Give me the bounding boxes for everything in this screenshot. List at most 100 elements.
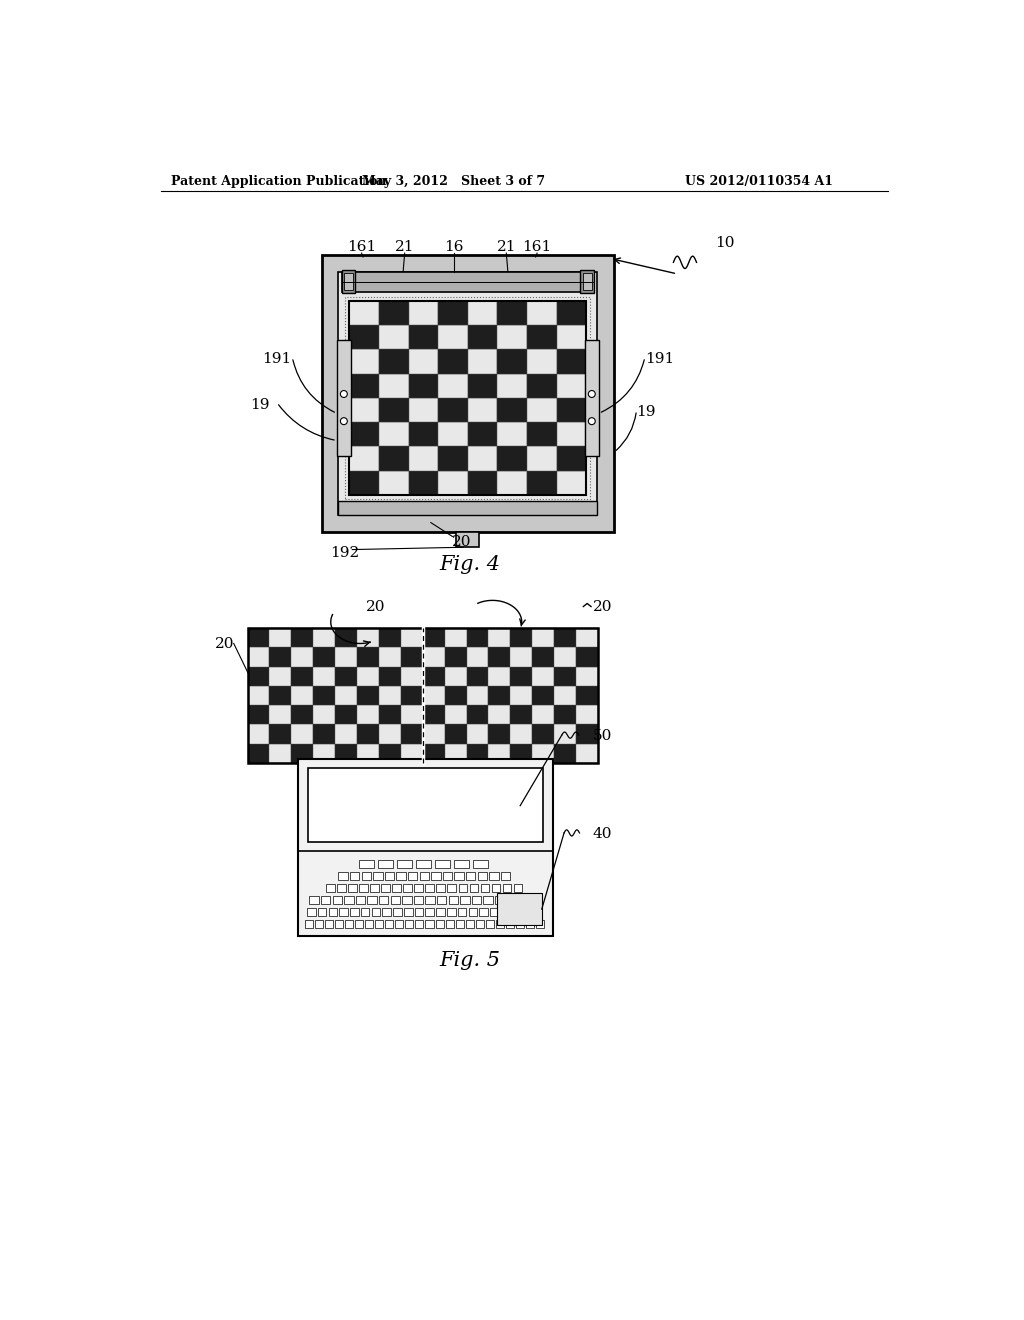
Bar bbox=[322, 255, 614, 532]
Bar bbox=[438, 397, 468, 422]
Bar bbox=[554, 743, 577, 763]
Bar bbox=[335, 647, 357, 667]
Bar bbox=[379, 471, 409, 495]
Bar bbox=[409, 397, 438, 422]
Bar bbox=[488, 686, 510, 705]
Bar bbox=[431, 871, 440, 880]
Bar bbox=[467, 686, 488, 705]
Bar bbox=[379, 350, 409, 374]
Bar bbox=[269, 667, 292, 686]
Bar bbox=[379, 325, 409, 350]
Bar bbox=[510, 705, 532, 725]
Bar bbox=[507, 896, 516, 904]
Text: 191: 191 bbox=[262, 351, 292, 366]
Bar bbox=[378, 859, 393, 867]
Bar bbox=[577, 686, 598, 705]
Bar bbox=[333, 896, 342, 904]
Bar bbox=[438, 471, 468, 495]
Bar bbox=[373, 871, 383, 880]
Bar bbox=[438, 446, 468, 471]
Bar bbox=[420, 871, 429, 880]
Bar bbox=[498, 301, 527, 325]
Bar bbox=[455, 871, 464, 880]
Text: 21: 21 bbox=[395, 240, 415, 253]
Bar bbox=[409, 471, 438, 495]
Bar bbox=[423, 743, 444, 763]
Bar bbox=[498, 374, 527, 397]
Bar bbox=[350, 871, 359, 880]
Bar bbox=[269, 628, 292, 647]
Bar bbox=[557, 446, 587, 471]
Bar bbox=[248, 686, 269, 705]
Bar bbox=[349, 471, 379, 495]
Bar bbox=[557, 325, 587, 350]
Bar bbox=[467, 725, 488, 743]
Bar bbox=[379, 686, 400, 705]
Bar bbox=[335, 667, 357, 686]
Bar bbox=[436, 884, 445, 892]
Bar bbox=[393, 908, 401, 916]
Bar bbox=[379, 446, 409, 471]
Bar bbox=[309, 896, 318, 904]
Bar bbox=[337, 884, 346, 892]
Bar bbox=[495, 896, 505, 904]
Text: 161: 161 bbox=[522, 240, 552, 253]
Bar bbox=[577, 743, 598, 763]
Bar bbox=[379, 628, 400, 647]
Bar bbox=[397, 859, 413, 867]
Bar bbox=[298, 759, 553, 936]
Text: 20: 20 bbox=[215, 636, 234, 651]
Bar bbox=[335, 725, 357, 743]
Bar bbox=[467, 628, 488, 647]
Bar bbox=[335, 628, 357, 647]
Bar bbox=[557, 301, 587, 325]
Bar bbox=[379, 397, 409, 422]
Bar bbox=[349, 301, 587, 495]
Bar bbox=[396, 871, 406, 880]
Bar bbox=[338, 871, 348, 880]
Bar bbox=[444, 628, 467, 647]
Bar bbox=[372, 908, 380, 916]
Bar bbox=[357, 686, 379, 705]
Bar bbox=[313, 686, 335, 705]
Bar bbox=[435, 920, 443, 928]
Bar bbox=[532, 705, 554, 725]
Bar bbox=[400, 705, 423, 725]
Text: 10: 10 bbox=[715, 236, 735, 249]
Bar bbox=[527, 350, 557, 374]
Bar bbox=[423, 647, 444, 667]
Bar bbox=[400, 743, 423, 763]
Bar bbox=[527, 446, 557, 471]
Bar bbox=[516, 920, 524, 928]
Bar bbox=[321, 896, 331, 904]
Circle shape bbox=[589, 417, 595, 425]
Bar bbox=[423, 667, 444, 686]
Bar bbox=[313, 628, 335, 647]
Bar bbox=[402, 896, 412, 904]
Bar bbox=[379, 725, 400, 743]
Circle shape bbox=[340, 391, 347, 397]
Bar bbox=[492, 884, 501, 892]
Bar bbox=[357, 667, 379, 686]
Bar bbox=[359, 859, 374, 867]
Bar bbox=[335, 743, 357, 763]
Text: 20: 20 bbox=[452, 535, 471, 549]
Bar bbox=[416, 920, 424, 928]
Bar bbox=[532, 628, 554, 647]
Bar bbox=[357, 725, 379, 743]
Bar bbox=[409, 350, 438, 374]
Bar bbox=[479, 908, 488, 916]
Bar bbox=[416, 859, 431, 867]
Bar bbox=[468, 422, 498, 446]
Bar bbox=[335, 686, 357, 705]
Bar bbox=[458, 908, 466, 916]
Bar bbox=[488, 628, 510, 647]
Bar bbox=[349, 374, 379, 397]
Bar bbox=[335, 920, 343, 928]
Bar bbox=[532, 686, 554, 705]
Bar bbox=[510, 686, 532, 705]
Bar bbox=[415, 884, 423, 892]
Bar bbox=[488, 647, 510, 667]
Bar bbox=[557, 350, 587, 374]
Bar bbox=[467, 667, 488, 686]
